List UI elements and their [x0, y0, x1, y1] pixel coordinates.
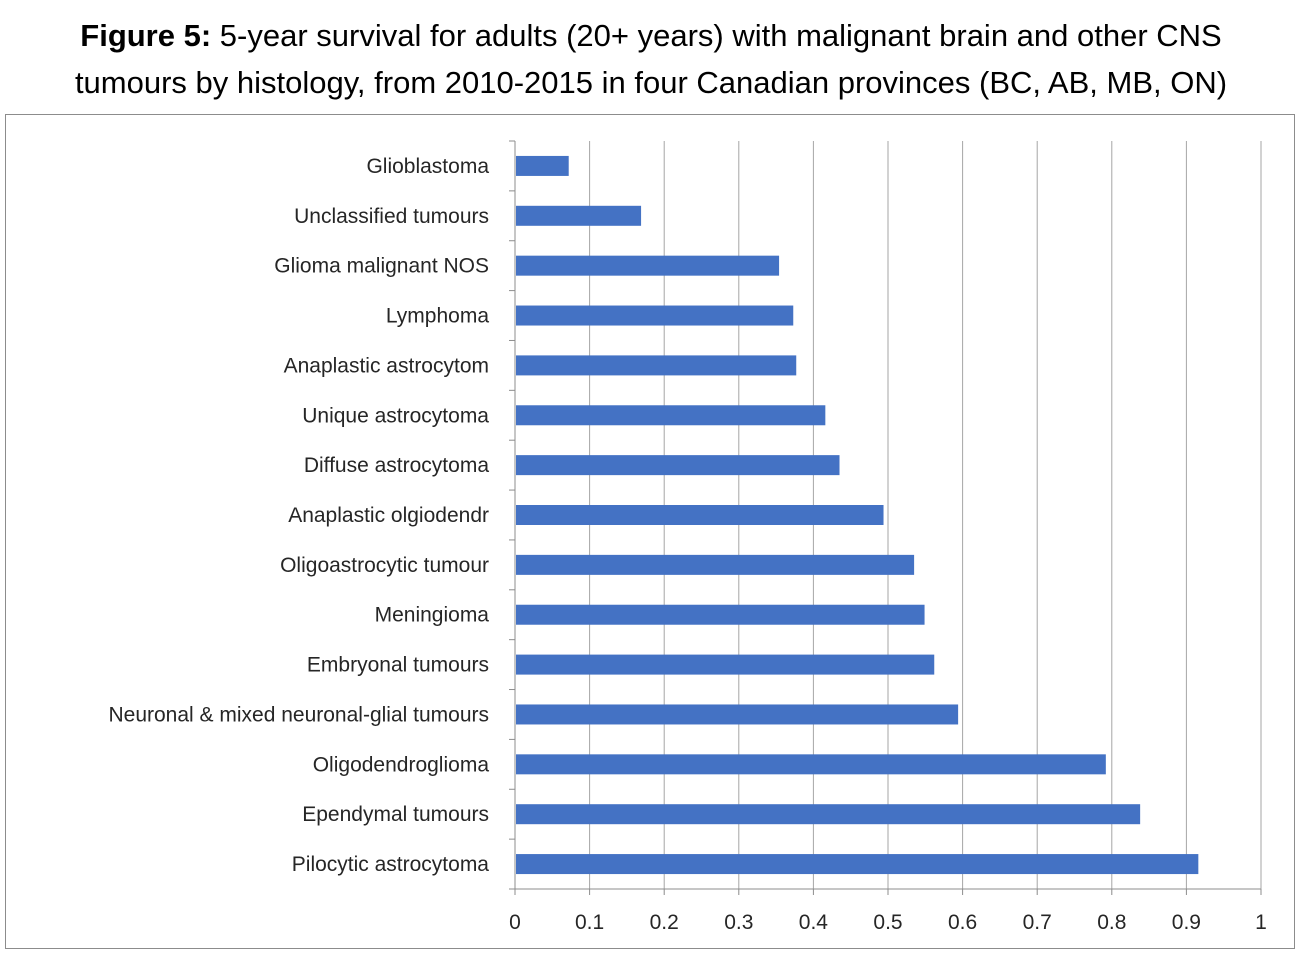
category-label: Pilocytic astrocytoma	[292, 853, 490, 876]
bar	[516, 604, 925, 625]
bar	[516, 554, 915, 575]
bar	[516, 704, 959, 725]
bar	[516, 355, 797, 376]
bar	[516, 305, 794, 326]
bar	[516, 155, 569, 176]
category-label: Meningioma	[375, 604, 490, 627]
x-tick-label: 0.6	[948, 911, 977, 934]
category-label: Neuronal & mixed neuronal-glial tumours	[108, 703, 489, 726]
category-label: Diffuse astrocytoma	[304, 454, 490, 477]
figure-label: Figure 5:	[80, 18, 212, 53]
x-tick-label: 1	[1255, 911, 1267, 934]
category-label: Embryonal tumours	[307, 654, 489, 677]
bar	[516, 205, 642, 226]
bar	[516, 455, 840, 476]
category-label: Lymphoma	[386, 305, 489, 328]
title-line-2: tumours by histology, from 2010-2015 in …	[74, 65, 1228, 100]
category-label: Oligoastrocytic tumour	[280, 554, 489, 577]
x-tick-label: 0.7	[1023, 911, 1052, 934]
bar	[516, 505, 884, 525]
category-label: Glioma malignant NOS	[274, 255, 489, 278]
bar	[516, 255, 780, 276]
category-label: Anaplastic astrocytom	[284, 354, 489, 377]
title-text-1: 5-year survival for adults (20+ years) w…	[219, 18, 1222, 53]
category-label: Oligodendroglioma	[313, 753, 490, 776]
x-tick-label: 0.3	[724, 911, 753, 934]
x-tick-label: 0.8	[1097, 911, 1126, 934]
x-tick-label: 0	[509, 911, 521, 934]
title-line-1: Figure 5: 5-year survival for adults (20…	[0, 12, 1302, 59]
category-label: Glioblastoma	[366, 155, 489, 178]
category-label: Unique astrocytoma	[302, 404, 489, 427]
bar	[516, 804, 1141, 825]
category-label: Ependymal tumours	[302, 803, 489, 826]
x-tick-label: 0.5	[873, 911, 902, 934]
category-label: Unclassified tumours	[294, 205, 489, 228]
bar	[516, 405, 826, 426]
x-tick-label: 0.1	[575, 911, 604, 934]
x-tick-label: 0.9	[1172, 911, 1201, 934]
category-label: Anaplastic olgiodendr	[288, 504, 489, 527]
x-tick-label: 0.4	[799, 911, 829, 934]
chart-title: Figure 5: 5-year survival for adults (20…	[0, 12, 1302, 106]
bar	[516, 754, 1106, 775]
chart-frame	[5, 114, 1295, 949]
bar	[516, 654, 935, 675]
bar	[516, 854, 1199, 875]
x-tick-label: 0.2	[650, 911, 679, 934]
